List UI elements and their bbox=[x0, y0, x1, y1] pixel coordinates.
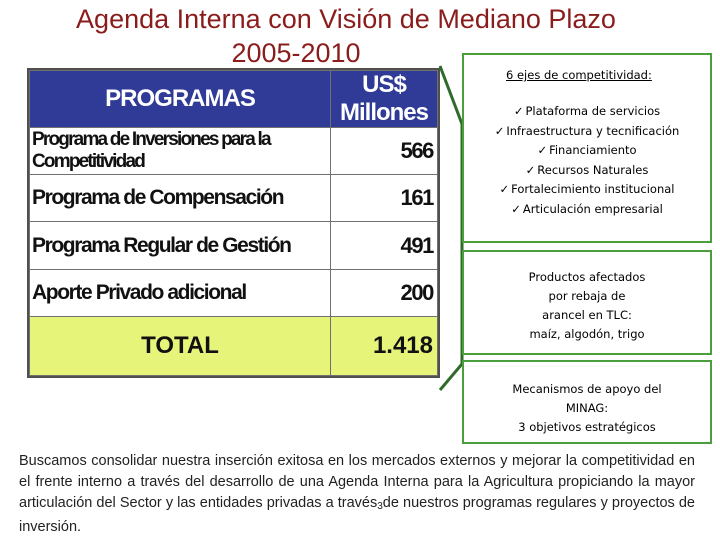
table-row: Programa de Inversiones para la Competit… bbox=[29, 127, 438, 176]
list-item: ✓ Recursos Naturales bbox=[464, 161, 710, 181]
box-line: arancel en TLC: bbox=[542, 308, 632, 322]
competitiveness-axes-box: 6 ejes de competitividad: ✓ Plataforma de… bbox=[462, 53, 712, 243]
list-item: ✓ Articulación empresarial bbox=[464, 200, 710, 220]
box-line: por rebaja de bbox=[548, 289, 626, 303]
checkmark-icon: ✓ bbox=[511, 201, 521, 216]
box-line: MINAG: bbox=[565, 401, 609, 415]
program-value: 566 bbox=[330, 127, 438, 176]
list-item: ✓ Plataforma de servicios bbox=[464, 102, 710, 122]
list-item: ✓ Infraestructura y tecnificación bbox=[464, 122, 710, 142]
box-line: Mecanismos de apoyo del bbox=[512, 382, 662, 396]
total-value: 1.418 bbox=[330, 315, 438, 377]
program-name: Programa de Inversiones para la Competit… bbox=[29, 127, 331, 176]
program-value: 491 bbox=[330, 221, 438, 270]
table-header-row: PROGRAMAS US$ Millones bbox=[29, 69, 438, 129]
support-mechanisms-box: Mecanismos de apoyo del MINAG: 3 objetiv… bbox=[462, 360, 712, 444]
axis-label: Plataforma de servicios bbox=[525, 104, 661, 118]
axis-label: Infraestructura y tecnificación bbox=[506, 123, 680, 138]
box-line: 3 objetivos estratégicos bbox=[518, 420, 656, 434]
axis-label: Financiamiento bbox=[549, 143, 637, 157]
table-row: Aporte Privado adicional 200 bbox=[29, 268, 438, 317]
box-line: maíz, algodón, trigo bbox=[529, 327, 645, 341]
program-name: Programa de Compensación bbox=[29, 174, 331, 223]
table-total-row: TOTAL 1.418 bbox=[29, 315, 438, 377]
summary-text: Buscamos consolidar nuestra inserción ex… bbox=[19, 453, 695, 511]
program-value: 200 bbox=[330, 268, 438, 317]
affected-products-box: Productos afectados por rebaja de arance… bbox=[462, 250, 712, 355]
box-line: Productos afectados bbox=[528, 270, 646, 284]
program-name: Aporte Privado adicional bbox=[29, 268, 331, 317]
checkmark-icon: ✓ bbox=[494, 123, 505, 138]
program-value: 161 bbox=[330, 174, 438, 223]
table-row: Programa de Compensación 161 bbox=[29, 174, 438, 223]
programs-table: PROGRAMAS US$ Millones Programa de Inver… bbox=[27, 68, 440, 378]
bracket-connector bbox=[438, 65, 464, 391]
checkmark-icon: ✓ bbox=[525, 162, 536, 177]
axes-box-title: 6 ejes de competitividad: bbox=[506, 68, 652, 82]
page-subtitle-years: 2005-2010 bbox=[231, 38, 361, 68]
page-number: 3 bbox=[377, 501, 383, 512]
axis-label: Fortalecimiento institucional bbox=[511, 182, 675, 196]
program-name: Programa Regular de Gestión bbox=[29, 221, 331, 270]
total-label: TOTAL bbox=[29, 315, 331, 377]
axis-label: Recursos Naturales bbox=[537, 162, 649, 177]
table-row: Programa Regular de Gestión 491 bbox=[29, 221, 438, 270]
axis-label: Articulación empresarial bbox=[522, 201, 663, 216]
checkmark-icon: ✓ bbox=[537, 143, 548, 157]
axes-list: ✓ Plataforma de servicios ✓ Infraestructur… bbox=[464, 102, 710, 219]
page-title: Agenda Interna con Visión de Mediano Pla… bbox=[76, 4, 616, 34]
header-programas: PROGRAMAS bbox=[29, 69, 331, 129]
checkmark-icon: ✓ bbox=[499, 182, 510, 196]
list-item: ✓ Fortalecimiento institucional bbox=[464, 180, 710, 200]
header-millones: US$ Millones bbox=[330, 69, 438, 129]
summary-paragraph: Buscamos consolidar nuestra inserción ex… bbox=[19, 451, 695, 538]
summary-text-end: de nuestros programas regulares y proyec… bbox=[19, 495, 695, 535]
list-item: ✓ Financiamiento bbox=[464, 141, 710, 161]
checkmark-icon: ✓ bbox=[513, 104, 524, 118]
